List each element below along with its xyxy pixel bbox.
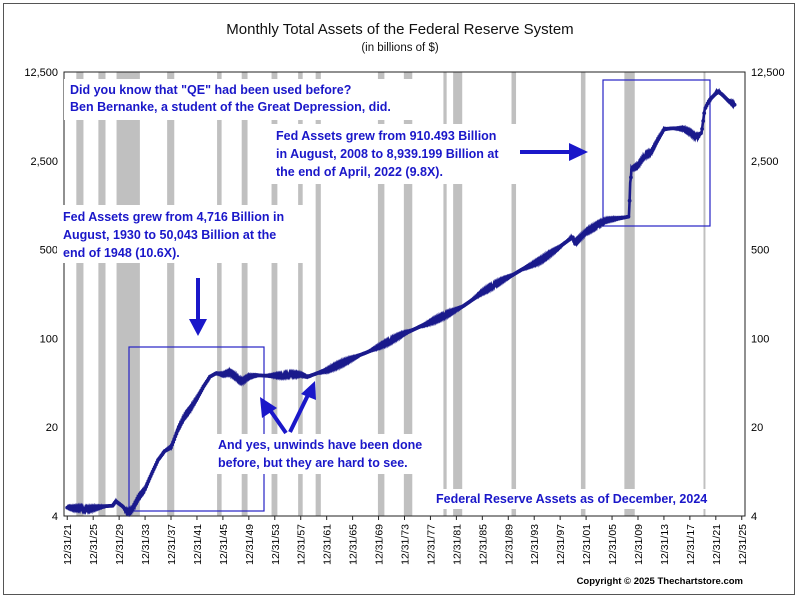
y-axis-left: 4 20 100 500 2,500 12,500 — [24, 67, 58, 523]
x-tick-label-14: 12/31/77 — [425, 524, 437, 565]
y-tick-left-4: 2,500 — [30, 156, 58, 168]
x-tick-label-20: 12/31/01 — [581, 524, 593, 565]
fed-1930-line1: Fed Assets grew from 4,716 Billion in — [63, 210, 284, 224]
data-point — [732, 102, 737, 107]
x-tick-label-8: 12/31/53 — [270, 524, 282, 565]
fed-2008-line2: in August, 2008 to 8,939.199 Billion at — [276, 147, 499, 161]
unwind-line2: before, but they are hard to see. — [218, 456, 408, 470]
x-tick-label-26: 12/31/25 — [737, 524, 749, 565]
unwind-line1: And yes, unwinds have been done — [218, 438, 422, 452]
recession-band-4 — [217, 72, 222, 516]
fed-2008-line1: Fed Assets grew from 910.493 Billion — [276, 129, 496, 143]
x-tick-label-21: 12/31/05 — [607, 524, 619, 565]
recession-shading — [76, 72, 706, 516]
x-tick-label-4: 12/31/37 — [166, 524, 178, 565]
recession-band-5 — [241, 72, 248, 516]
x-tick-label-5: 12/31/41 — [192, 524, 204, 565]
recession-band-1 — [98, 72, 106, 516]
asof-note-bg — [432, 489, 728, 509]
x-tick-label-18: 12/31/93 — [529, 524, 541, 565]
recession-band-8 — [315, 72, 321, 516]
x-tick-label-19: 12/31/97 — [555, 524, 567, 565]
x-tick-label-24: 12/31/17 — [685, 524, 697, 565]
annotation-arrows — [189, 143, 588, 435]
recession-band-3 — [167, 72, 175, 516]
arrow-up-right-icon — [288, 381, 316, 433]
asof-note: Federal Reserve Assets as of December, 2… — [436, 492, 707, 506]
qe-note-bg — [64, 79, 422, 120]
x-tick-label-10: 12/31/61 — [322, 524, 334, 565]
x-tick-label-17: 12/31/89 — [503, 524, 515, 565]
box-1930-1948 — [128, 346, 265, 512]
fed-1930-line2: August, 1930 to 50,043 Billion at the — [63, 228, 276, 242]
x-tick-label-23: 12/31/13 — [659, 524, 671, 565]
arrow-down-icon — [189, 278, 207, 336]
fed-1930-note-bg — [57, 205, 303, 263]
x-tick-label-22: 12/31/09 — [633, 524, 645, 565]
y-tick-right-3: 500 — [751, 245, 769, 257]
x-tick-label-13: 12/31/73 — [400, 524, 412, 565]
recession-band-0 — [76, 72, 84, 516]
chart-subtitle: (in billions of $) — [361, 42, 439, 54]
unwind-note-bg — [212, 434, 443, 474]
x-tick-label-11: 12/31/65 — [348, 524, 360, 565]
x-axis: 12/31/21 12/31/25 12/31/29 12/31/33 12/31/37… — [62, 516, 749, 565]
data-point — [699, 131, 703, 136]
recession-band-6 — [271, 72, 278, 516]
recession-band-15 — [624, 72, 635, 516]
x-tick-label-1: 12/31/25 — [88, 524, 100, 565]
chart-title: Monthly Total Assets of the Federal Rese… — [226, 21, 573, 38]
recession-band-14 — [580, 72, 586, 516]
y-axis-right: 4 20 100 500 2,500 12,500 — [751, 67, 785, 523]
recession-band-11 — [443, 72, 447, 516]
copyright: Copyright © 2025 Thechartstore.com — [577, 576, 743, 587]
arrow-up-left-icon — [260, 397, 288, 435]
recession-band-12 — [453, 72, 463, 516]
recession-band-9 — [377, 72, 385, 516]
y-tick-right-5: 12,500 — [751, 67, 785, 79]
fed-2008-line3: the end of April, 2022 (9.8X). — [276, 165, 443, 179]
x-tick-label-2: 12/31/29 — [114, 524, 126, 565]
data-point — [700, 126, 704, 131]
qe-note-line2: Ben Bernanke, a student of the Great Dep… — [70, 100, 391, 114]
y-tick-right-2: 100 — [751, 333, 769, 345]
data-point — [701, 119, 706, 123]
fed-1930-line3: end of 1948 (10.6X). — [63, 246, 180, 260]
x-tick-label-0: 12/31/21 — [62, 524, 74, 565]
data-point — [629, 175, 633, 180]
y-tick-right-1: 20 — [751, 422, 763, 434]
y-tick-left-0: 4 — [52, 511, 58, 523]
x-tick-label-6: 12/31/45 — [218, 524, 230, 565]
recession-band-16 — [703, 72, 706, 516]
arrow-right-icon — [520, 143, 588, 161]
x-tick-label-9: 12/31/57 — [296, 524, 308, 565]
y-tick-left-3: 500 — [40, 245, 58, 257]
x-tick-label-3: 12/31/33 — [140, 524, 152, 565]
x-tick-label-15: 12/31/81 — [451, 524, 463, 565]
data-point — [702, 111, 707, 115]
series-fed-assets — [65, 87, 737, 518]
y-tick-left-2: 100 — [40, 333, 58, 345]
x-tick-label-7: 12/31/49 — [244, 524, 256, 565]
recession-band-10 — [403, 72, 413, 516]
qe-note-line1: Did you know that "QE" had been used bef… — [70, 83, 351, 97]
recession-band-7 — [298, 72, 303, 516]
recession-band-2 — [116, 72, 140, 516]
y-tick-right-0: 4 — [751, 511, 757, 523]
x-tick-label-12: 12/31/69 — [374, 524, 386, 565]
fed-2008-note-bg — [270, 124, 520, 184]
y-tick-left-1: 20 — [46, 422, 58, 434]
y-tick-right-4: 2,500 — [751, 156, 779, 168]
box-2008-2022 — [602, 79, 711, 227]
x-tick-label-16: 12/31/85 — [477, 524, 489, 565]
data-point — [626, 214, 631, 219]
y-tick-left-5: 12,500 — [24, 67, 58, 79]
recession-band-13 — [511, 72, 517, 516]
x-tick-label-25: 12/31/21 — [711, 524, 723, 565]
data-point — [627, 198, 632, 203]
